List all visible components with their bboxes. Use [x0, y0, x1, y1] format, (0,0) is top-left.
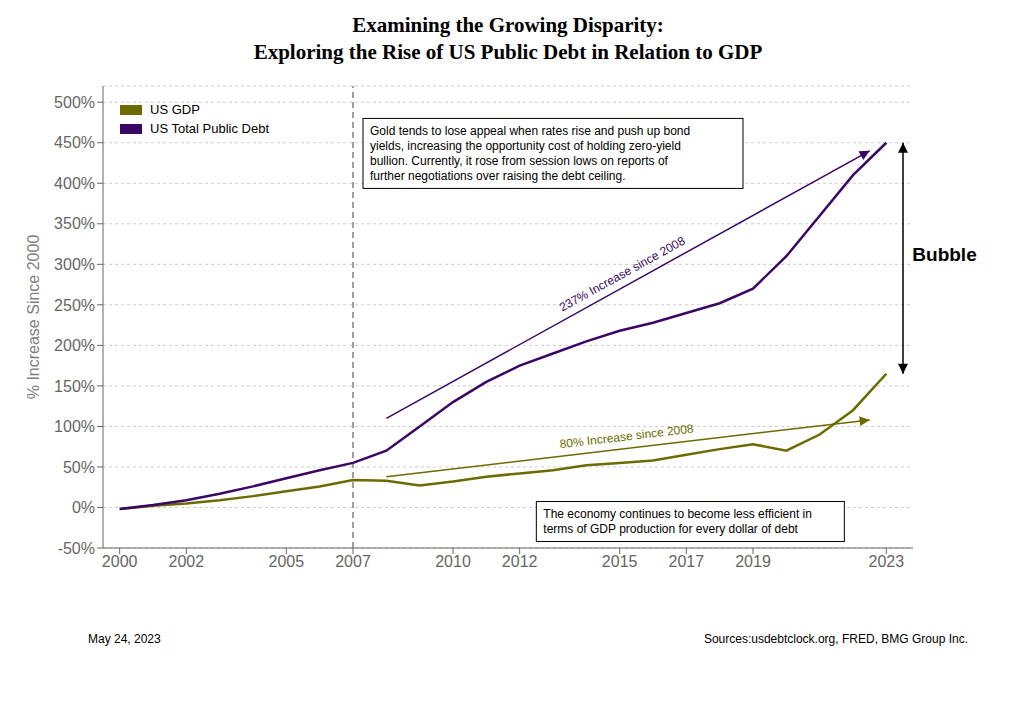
svg-text:2000: 2000 — [102, 553, 138, 570]
html-text:Examining the Growing Disparit: Examining the Growing Disparity: — [352, 13, 664, 37]
svg-text:2015: 2015 — [602, 553, 638, 570]
svg-text:bullion. Currently, it rose fr: bullion. Currently, it rose from session… — [370, 154, 669, 168]
svg-text:yields, increasing the opportu: yields, increasing the opportunity cost … — [370, 139, 681, 153]
svg-text:further negotiations over rais: further negotiations over raising the de… — [370, 169, 626, 183]
svg-text:2010: 2010 — [435, 553, 471, 570]
html-text:US GDP: US GDP — [150, 102, 200, 117]
html-text:Sources:usdebtclock.org, FRED,: Sources:usdebtclock.org, FRED, BMG Group… — [703, 632, 968, 646]
svg-text:450%: 450% — [54, 134, 95, 151]
svg-text:150%: 150% — [54, 378, 95, 395]
html-text:Exploring the Rise of US Publi: Exploring the Rise of US Public Debt in … — [253, 40, 763, 64]
svg-text:2023: 2023 — [869, 553, 905, 570]
svg-text:400%: 400% — [54, 175, 95, 192]
svg-text:237% Increase since 2008: 237% Increase since 2008 — [557, 234, 688, 315]
svg-text:-50%: -50% — [58, 540, 95, 557]
svg-text:250%: 250% — [54, 297, 95, 314]
svg-text:2019: 2019 — [735, 553, 771, 570]
svg-text:2005: 2005 — [269, 553, 305, 570]
svg-text:500%: 500% — [54, 94, 95, 111]
svg-text:100%: 100% — [54, 418, 95, 435]
svg-text:0%: 0% — [72, 499, 95, 516]
svg-text:2017: 2017 — [669, 553, 705, 570]
html-text:US Total Public Debt: US Total Public Debt — [150, 121, 269, 136]
svg-text:200%: 200% — [54, 337, 95, 354]
svg-text:terms of GDP production for ev: terms of GDP production for every dollar… — [543, 522, 798, 536]
svg-text:Bubble: Bubble — [912, 244, 976, 265]
svg-text:80% Increase since 2008: 80% Increase since 2008 — [559, 422, 695, 452]
svg-text:2002: 2002 — [169, 553, 205, 570]
svg-text:The economy continues to becom: The economy continues to become less eff… — [543, 507, 812, 521]
svg-text:2012: 2012 — [502, 553, 538, 570]
html-text:May 24, 2023: May 24, 2023 — [88, 632, 161, 646]
svg-text:50%: 50% — [63, 459, 95, 476]
svg-text:Gold tends to lose appeal when: Gold tends to lose appeal when rates ris… — [370, 124, 690, 138]
svg-text:300%: 300% — [54, 256, 95, 273]
svg-text:2007: 2007 — [335, 553, 371, 570]
svg-text:350%: 350% — [54, 215, 95, 232]
svg-text:% Increase Since 2000: % Increase Since 2000 — [25, 235, 42, 400]
